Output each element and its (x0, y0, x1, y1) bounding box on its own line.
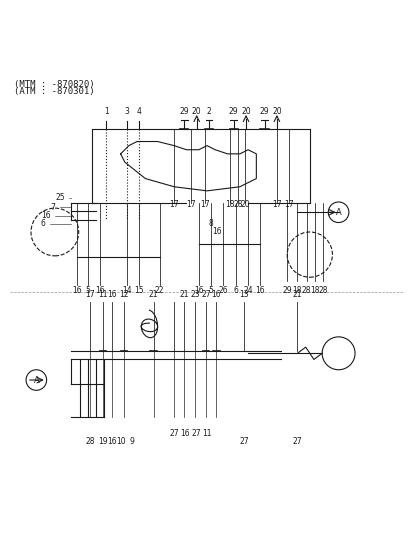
Text: 13: 13 (239, 289, 248, 299)
Text: 16: 16 (212, 227, 221, 236)
Text: 28: 28 (85, 437, 94, 446)
Text: 12: 12 (119, 289, 128, 299)
Text: 29: 29 (228, 107, 238, 116)
Text: 29: 29 (259, 107, 269, 116)
Text: 17: 17 (199, 200, 209, 209)
Text: 24: 24 (243, 286, 252, 295)
Text: 14: 14 (122, 286, 131, 295)
Text: 20: 20 (192, 107, 201, 116)
Text: 16: 16 (72, 286, 82, 295)
Text: 17: 17 (169, 200, 178, 209)
Text: 15: 15 (134, 286, 144, 295)
Text: 9: 9 (129, 437, 134, 446)
Text: 27: 27 (169, 429, 178, 438)
Text: 18: 18 (224, 200, 234, 209)
Text: 20: 20 (241, 107, 250, 116)
Text: 3: 3 (124, 107, 129, 116)
Text: 27: 27 (191, 429, 200, 438)
Text: 29: 29 (282, 286, 291, 295)
Text: 21: 21 (179, 289, 189, 299)
Text: 11: 11 (202, 429, 211, 438)
Text: 16: 16 (255, 286, 265, 295)
Text: 17: 17 (271, 200, 281, 209)
Text: 20: 20 (240, 200, 249, 209)
Text: 25: 25 (55, 193, 65, 202)
Text: 16: 16 (211, 289, 221, 299)
Text: 16: 16 (95, 286, 104, 295)
Text: 7: 7 (51, 203, 55, 212)
Text: 5: 5 (208, 286, 213, 295)
Text: A: A (335, 208, 341, 217)
Text: A: A (33, 376, 39, 385)
Text: 17: 17 (85, 289, 95, 299)
Text: 16: 16 (180, 429, 190, 438)
Text: 26: 26 (218, 286, 228, 295)
Text: 16: 16 (107, 437, 117, 446)
Text: 1: 1 (104, 107, 108, 116)
Text: 20: 20 (271, 107, 281, 116)
Text: 21: 21 (148, 289, 158, 299)
Text: 16: 16 (107, 289, 117, 299)
Text: 27: 27 (239, 437, 248, 446)
Text: 28: 28 (233, 200, 242, 209)
Text: 29: 29 (179, 107, 189, 116)
Text: 10: 10 (116, 437, 126, 446)
Text: (MTM : -870820): (MTM : -870820) (14, 80, 94, 89)
Text: 18: 18 (309, 286, 319, 295)
Text: 28: 28 (318, 286, 327, 295)
Text: 2: 2 (206, 107, 211, 116)
Text: 27: 27 (292, 437, 301, 446)
Text: 27: 27 (201, 289, 211, 299)
Text: 8: 8 (208, 219, 213, 228)
Text: 16: 16 (194, 286, 203, 295)
Text: 17: 17 (185, 200, 195, 209)
Text: 4: 4 (136, 107, 141, 116)
Text: 21: 21 (292, 289, 301, 299)
Text: 28: 28 (301, 286, 311, 295)
Text: 17: 17 (284, 200, 293, 209)
Text: 19: 19 (98, 437, 107, 446)
Text: 18: 18 (291, 286, 301, 295)
Text: 6: 6 (233, 286, 237, 295)
Text: 22: 22 (154, 286, 164, 295)
Text: 23: 23 (190, 289, 200, 299)
Text: 6: 6 (41, 220, 46, 228)
Text: 16: 16 (41, 211, 51, 220)
Text: (ATM : -870301): (ATM : -870301) (14, 87, 94, 96)
Text: 5: 5 (85, 286, 90, 295)
Text: 11: 11 (98, 289, 107, 299)
